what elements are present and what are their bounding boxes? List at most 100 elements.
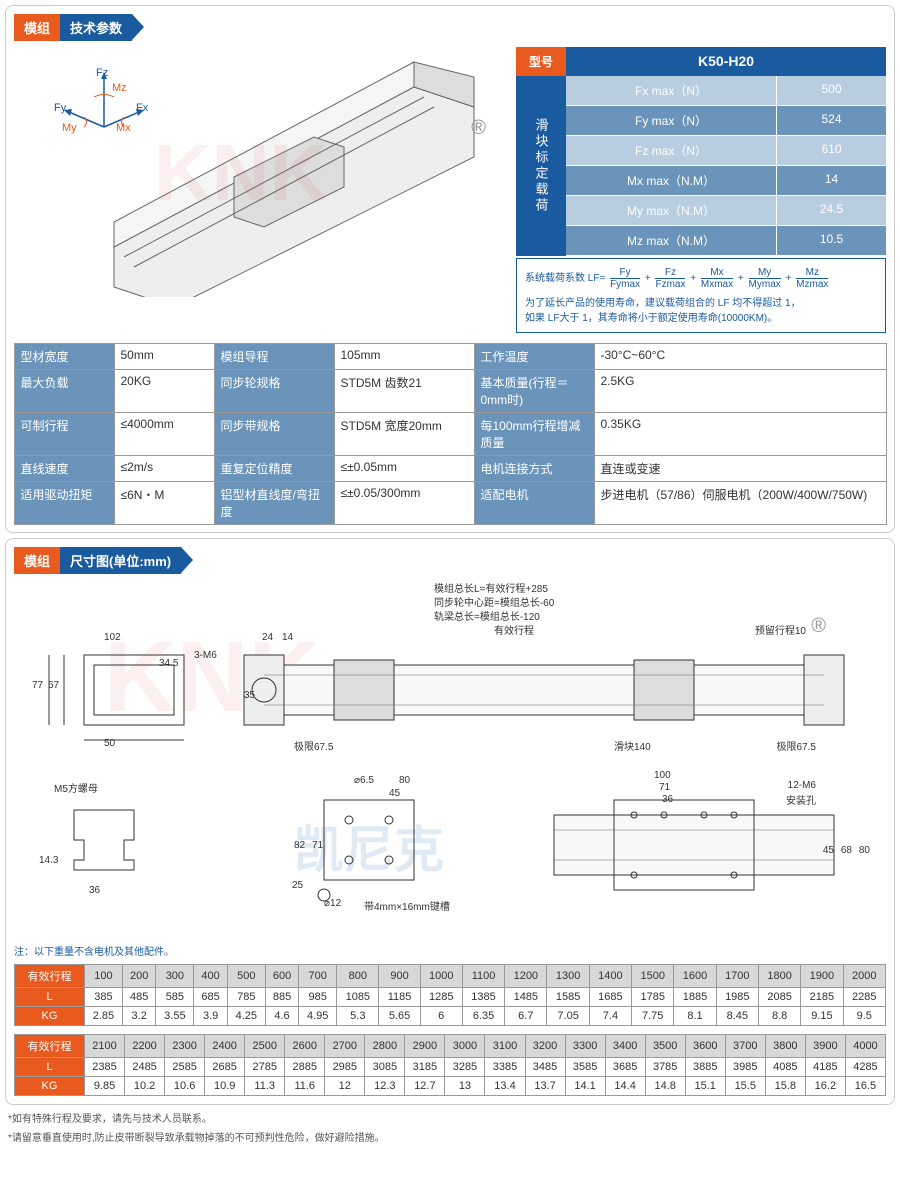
stroke-col: 1700 (716, 965, 758, 988)
param-cell: 最大负载 (14, 369, 115, 413)
L-cell: 2785 (245, 1058, 285, 1077)
stroke-table-1: 有效行程100200300400500600700800900100011001… (14, 964, 886, 1026)
h68: 68 (841, 845, 852, 856)
KG-cell: 3.9 (194, 1007, 228, 1026)
spec-section: 模组 技术参数 Fz Fy Fx Mz (5, 5, 895, 533)
param-cell: 电机连接方式 (474, 455, 595, 482)
L-cell: 2185 (801, 988, 843, 1007)
stroke-col: 3500 (645, 1035, 685, 1058)
load-value: 14 (776, 166, 886, 195)
param-cell: 直线速度 (14, 455, 115, 482)
load-row: Fx max（N）500 (566, 76, 886, 106)
L-cell: 3785 (645, 1058, 685, 1077)
KG-cell: 14.4 (605, 1077, 645, 1096)
param-cell: ≤2m/s (114, 455, 215, 482)
param-cell: 铝型材直线度/弯扭度 (214, 481, 335, 525)
KG-cell: 8.8 (758, 1007, 800, 1026)
param-cell: 同步带规格 (214, 412, 335, 456)
L-cell: 3185 (405, 1058, 445, 1077)
model-value: K50-H20 (566, 47, 886, 76)
h35: 35 (244, 690, 255, 701)
KG-cell: 4.25 (227, 1007, 265, 1026)
w24: 24 (262, 632, 273, 643)
L-cell: 3585 (565, 1058, 605, 1077)
load-value: 500 (776, 76, 886, 105)
tag-module: 模组 (14, 14, 60, 41)
top-area: Fz Fy Fx Mz My Mx KNK ® (14, 47, 886, 333)
L-cell: 2585 (165, 1058, 205, 1077)
L-cell: 4185 (805, 1058, 845, 1077)
param-cell: 20KG (114, 369, 215, 413)
tag-module2: 模组 (14, 547, 60, 574)
L-cell: 3885 (685, 1058, 725, 1077)
L-cell: 1185 (379, 988, 420, 1007)
actuator-iso-sketch (34, 47, 494, 297)
param-cell: 步进电机（57/86）伺服电机（200W/400W/750W) (594, 481, 887, 525)
m5nut: M5方螺母 (54, 780, 98, 795)
stroke-col: 2500 (245, 1035, 285, 1058)
stroke-col: 3100 (485, 1035, 525, 1058)
param-cell: 同步轮规格 (214, 369, 335, 413)
weight-note: 注：以下重量不含电机及其他配件。 (14, 943, 174, 958)
stroke-col: 1600 (674, 965, 716, 988)
h71b: 71 (312, 840, 323, 851)
load-row: Fz max（N）610 (566, 136, 886, 166)
KG-cell: 7.75 (632, 1007, 674, 1026)
L-cell: 1085 (337, 988, 379, 1007)
L-cell: 1685 (589, 988, 631, 1007)
stroke-col: 3400 (605, 1035, 645, 1058)
L-cell: 1585 (547, 988, 589, 1007)
stroke-col: 1400 (589, 965, 631, 988)
keyway: 带4mm×16mm键槽 (364, 898, 450, 913)
h77: 77 (32, 680, 43, 691)
load-value: 10.5 (776, 226, 886, 255)
L-cell: 3985 (725, 1058, 765, 1077)
h143: 14.3 (39, 855, 58, 866)
L-cell: 4085 (765, 1058, 805, 1077)
KG-cell: 11.6 (285, 1077, 325, 1096)
stroke-col: 500 (227, 965, 265, 988)
KG-cell: 10.2 (125, 1077, 165, 1096)
bracket-svg (304, 780, 454, 910)
L-cell: 2685 (205, 1058, 245, 1077)
KG-cell: 9.5 (843, 1007, 885, 1026)
param-cell: 直连或变速 (594, 455, 887, 482)
param-cell: 模组导程 (214, 343, 335, 370)
stroke-col: 4000 (845, 1035, 885, 1058)
actuator-diagram: Fz Fy Fx Mz My Mx KNK ® (14, 47, 506, 333)
L-cell: 2085 (758, 988, 800, 1007)
stroke-col: 1800 (758, 965, 800, 988)
load-param: Mx max（N.M） (566, 166, 776, 195)
load-row: My max（N.M）24.5 (566, 196, 886, 226)
load-param: Fy max（N） (566, 106, 776, 135)
stroke-col: 400 (194, 965, 228, 988)
lim1: 极限67.5 (294, 738, 333, 753)
load-value: 24.5 (776, 196, 886, 225)
KG-cell: 9.85 (85, 1077, 125, 1096)
footnote2: *请留意垂直使用时,防止皮带断裂导致承载物掉落的不可预判性危险，做好避险措施。 (8, 1129, 892, 1144)
row-KG: KG (15, 1007, 85, 1026)
param-cell: -30°C~60°C (594, 343, 887, 370)
KG-cell: 15.5 (725, 1077, 765, 1096)
load-row: Mz max（N.M）10.5 (566, 226, 886, 256)
w50: 50 (104, 738, 115, 749)
L-cell: 3685 (605, 1058, 645, 1077)
L-cell: 885 (265, 988, 299, 1007)
KG-cell: 13 (445, 1077, 485, 1096)
footnote1: *如有特殊行程及要求，请先与技术人员联系。 (8, 1110, 892, 1125)
lim2: 极限67.5 (777, 738, 816, 753)
L-cell: 3385 (485, 1058, 525, 1077)
stroke-col: 3300 (565, 1035, 605, 1058)
KG-cell: 8.1 (674, 1007, 716, 1026)
KG-cell: 13.4 (485, 1077, 525, 1096)
L-cell: 1285 (420, 988, 462, 1007)
load-section: 滑块标定载荷 Fx max（N）500Fy max（N）524Fz max（N）… (516, 76, 886, 256)
h345: 34.5 (159, 658, 178, 669)
formula-box: 系统载荷系数 LF= FyFymax + FzFzmax + MxMxmax +… (516, 258, 886, 333)
L-cell: 1985 (716, 988, 758, 1007)
KG-cell: 7.4 (589, 1007, 631, 1026)
KG-cell: 12.3 (365, 1077, 405, 1096)
w14: 14 (282, 632, 293, 643)
stroke-col: 2800 (365, 1035, 405, 1058)
stroke-col: 2400 (205, 1035, 245, 1058)
